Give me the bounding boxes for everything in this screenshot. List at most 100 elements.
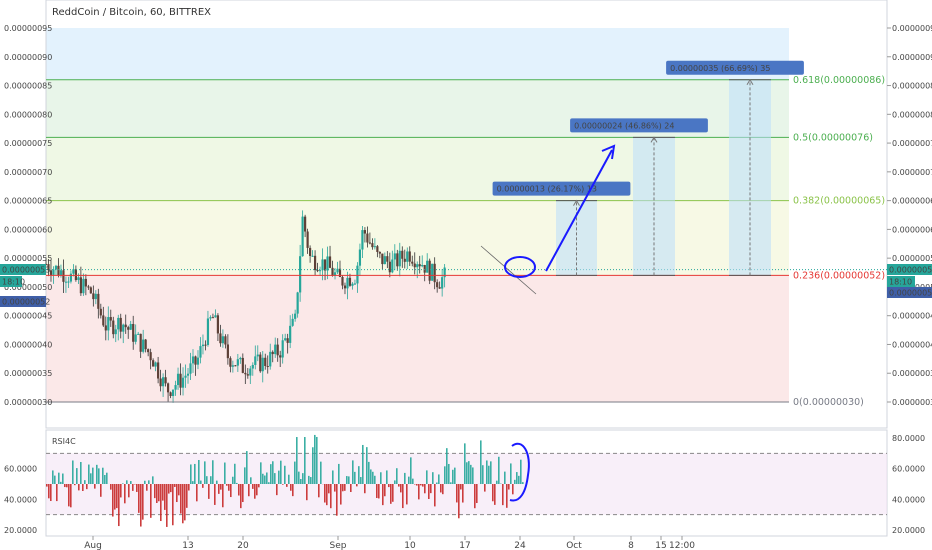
candle-body xyxy=(356,265,359,284)
rsi-bar xyxy=(272,461,274,484)
candle-body xyxy=(159,378,162,387)
y-tick-left-7: 0.00000060 xyxy=(4,225,52,234)
candle-body xyxy=(169,392,172,397)
rsi-bar xyxy=(360,477,362,484)
candle-body xyxy=(49,270,53,275)
rsi-bar xyxy=(80,461,82,484)
rsi-bar xyxy=(94,484,96,489)
candle-body xyxy=(59,270,63,276)
candle-body xyxy=(408,251,411,262)
rsi-bar xyxy=(106,472,108,484)
y-tick-left-12: 0.00000035 xyxy=(4,369,52,378)
rsi-bar xyxy=(334,484,336,492)
rsi-bar xyxy=(434,484,436,507)
rsi-tick-right-0: 80.0000 xyxy=(892,434,925,443)
candle-body xyxy=(196,357,200,365)
candle-body xyxy=(256,354,259,357)
rsi-bar xyxy=(196,484,198,502)
candle-body xyxy=(164,377,167,384)
rsi-bar xyxy=(474,484,476,509)
rsi-bar xyxy=(124,484,126,504)
fib-levels: 0.618(0.00000086) 0.5(0.00000076) 0.382(0.… xyxy=(46,75,887,408)
rsi-bar xyxy=(214,484,216,505)
badge-time-left-box xyxy=(0,276,22,287)
candle-body xyxy=(363,230,367,234)
rsi-bar xyxy=(268,482,270,484)
rsi-tick-right-2: 40.0000 xyxy=(892,495,925,504)
candle-body xyxy=(251,364,254,369)
candle-body xyxy=(231,365,234,367)
rsi-bar xyxy=(362,444,364,484)
rsi-bar xyxy=(78,484,80,491)
rsi-bar xyxy=(286,484,288,487)
candle-body xyxy=(179,373,182,388)
candle-body xyxy=(216,315,220,334)
rsi-bar xyxy=(162,484,164,501)
rsi-bar xyxy=(50,484,52,502)
rsi-bar xyxy=(450,482,452,484)
candle-body xyxy=(239,357,242,360)
rsi-bar xyxy=(310,477,312,484)
x-tick-6: 24 xyxy=(514,541,526,550)
candle-body xyxy=(77,277,80,280)
candle-body xyxy=(254,356,257,365)
candle-body xyxy=(152,360,155,367)
candle-body xyxy=(306,231,309,248)
y-tick-left-2: 0.00000085 xyxy=(4,82,52,91)
x-tick-9: 15 xyxy=(655,541,666,550)
y-tick-left-1: 0.00000090 xyxy=(4,53,52,62)
candle-body xyxy=(114,329,117,335)
rsi-bar xyxy=(454,467,456,484)
candle-body xyxy=(224,336,227,345)
projection-label-box-1 xyxy=(570,118,708,133)
rsi-bar xyxy=(168,484,170,494)
candle-body xyxy=(331,267,334,276)
rsi-bar xyxy=(46,484,48,487)
candle-body xyxy=(124,324,127,328)
rsi-title: RSI4C xyxy=(52,437,76,446)
candle-body xyxy=(281,340,284,358)
rsi-bar xyxy=(270,464,272,484)
badge-time-right: 18:10 xyxy=(889,278,912,287)
rsi-bar xyxy=(288,474,290,484)
rsi-bar xyxy=(246,451,248,484)
rsi-bar xyxy=(230,484,232,498)
rsi-bar xyxy=(274,473,276,484)
rsi-bar xyxy=(326,484,328,506)
candle-body xyxy=(431,263,434,281)
rsi-bar xyxy=(60,481,62,484)
candle-body xyxy=(401,250,404,259)
y-tick-left-10: 0.00000045 xyxy=(4,312,52,321)
rsi-bar xyxy=(240,484,242,509)
candle-body xyxy=(443,267,446,278)
rsi-bar xyxy=(464,443,466,484)
candle-body xyxy=(84,278,87,287)
rsi-bar xyxy=(128,484,130,498)
rsi-bar xyxy=(428,484,430,499)
y-tick-right-7: 0.00000060 xyxy=(892,225,932,234)
y-tick-right-12: 0.00000035 xyxy=(892,369,932,378)
y-tick-left-5: 0.00000070 xyxy=(4,168,52,177)
rsi-bar xyxy=(234,463,236,484)
rsi-bar xyxy=(260,462,262,484)
rsi-bar xyxy=(136,484,138,492)
candle-body xyxy=(134,334,137,342)
candle-body xyxy=(371,243,374,248)
candle-body xyxy=(411,261,414,264)
rsi-bar xyxy=(82,484,84,491)
y-tick-left-8: 0.00000055 xyxy=(4,254,52,263)
rsi-bar xyxy=(92,467,94,484)
rsi-bar xyxy=(244,467,246,484)
y-tick-right-11: 0.00000040 xyxy=(892,340,932,349)
rsi-bar xyxy=(430,484,432,494)
rsi-bar xyxy=(126,480,128,484)
rsi-bar xyxy=(298,471,300,484)
candle-body xyxy=(433,263,436,283)
candle-body xyxy=(418,264,421,267)
candle-body xyxy=(386,256,389,262)
rsi-bar xyxy=(338,463,340,484)
candle-body xyxy=(74,269,77,280)
candle-body xyxy=(413,263,416,268)
rsi-bar xyxy=(212,460,214,484)
